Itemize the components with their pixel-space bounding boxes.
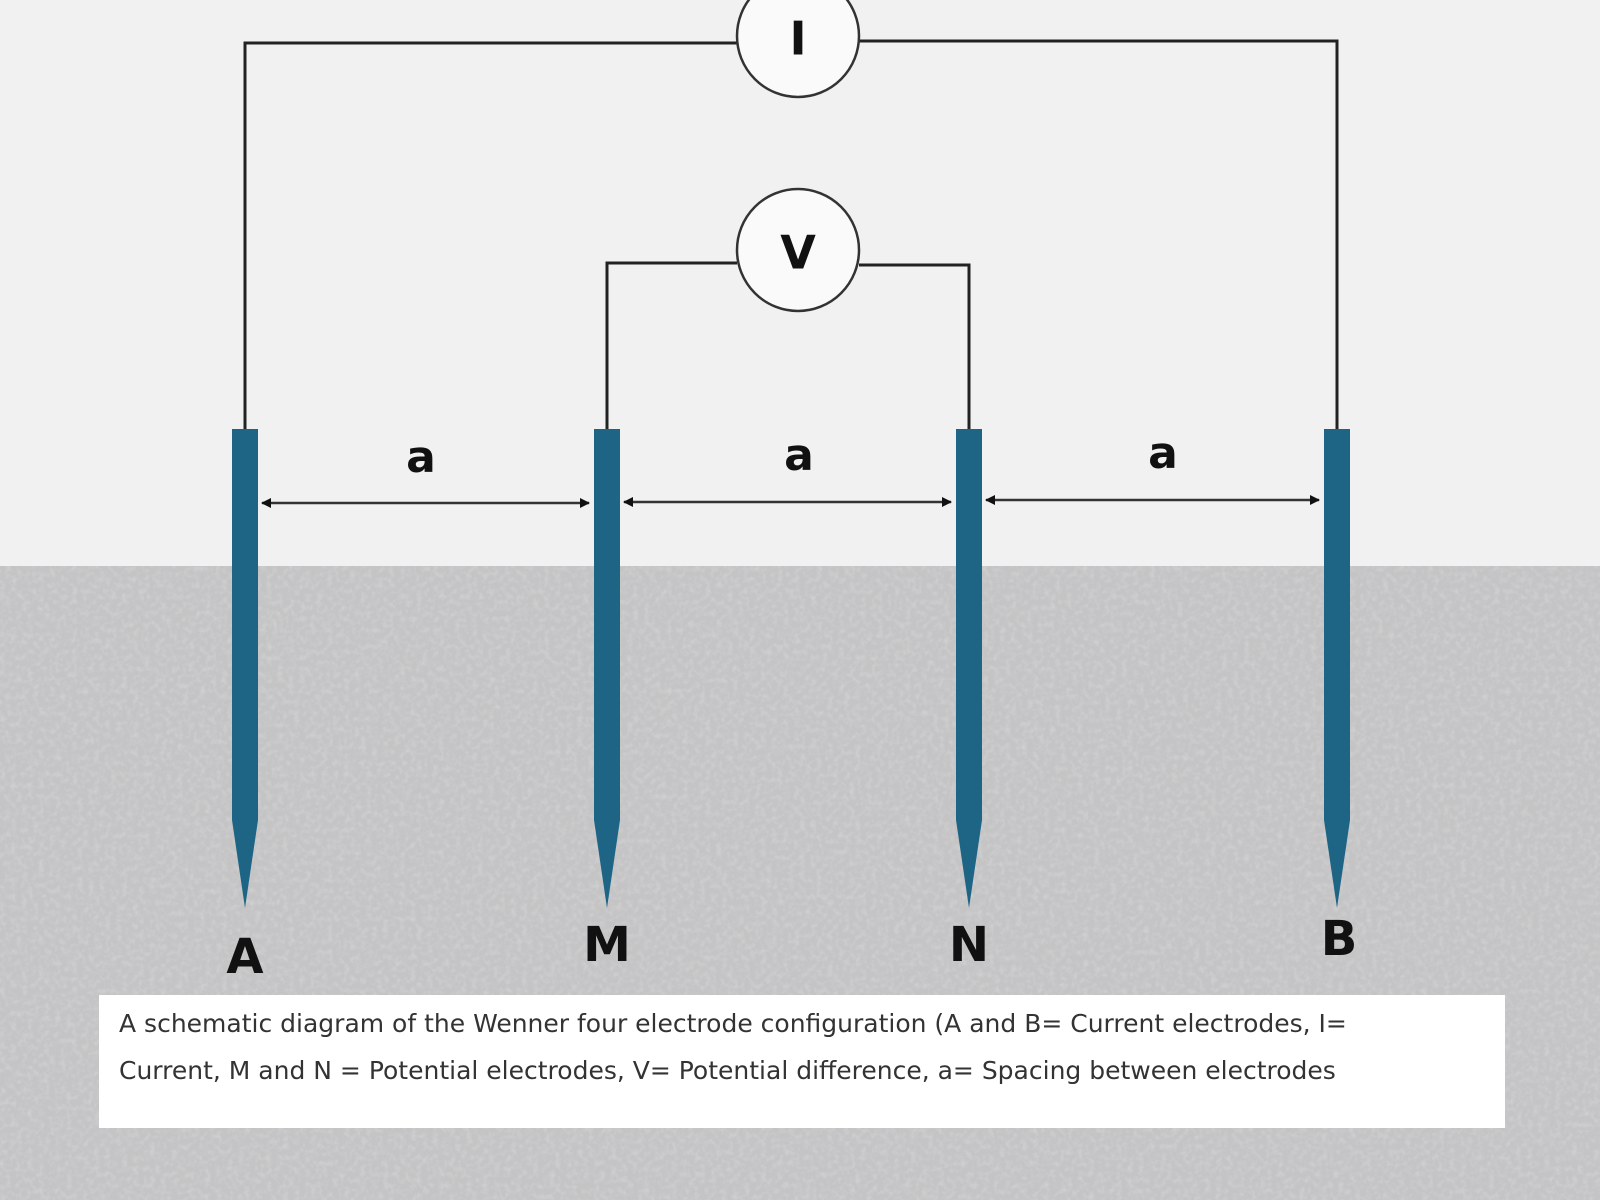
electrode-label: N (949, 917, 989, 973)
caption-box (99, 995, 1505, 1128)
electrode (232, 429, 258, 908)
spacing-label: a (1148, 428, 1178, 479)
voltmeter-label: V (780, 226, 816, 280)
caption-line: Current, M and N = Potential electrodes,… (119, 1056, 1336, 1085)
voltage-wire (605, 261, 971, 429)
electrode-label: M (583, 917, 631, 973)
caption-line: A schematic diagram of the Wenner four e… (119, 1009, 1347, 1038)
electrode-label: A (226, 929, 263, 985)
spacing-label: a (784, 430, 814, 481)
voltmeter (735, 187, 861, 313)
electrode-label: B (1321, 911, 1358, 967)
spacing-label: a (406, 432, 436, 483)
electrode (956, 429, 982, 908)
current-wire (243, 39, 1339, 429)
ammeter (735, 0, 861, 99)
electrode (1324, 429, 1350, 908)
ammeter-label: I (789, 12, 806, 66)
electrode (594, 429, 620, 908)
electrodes (232, 429, 1350, 908)
